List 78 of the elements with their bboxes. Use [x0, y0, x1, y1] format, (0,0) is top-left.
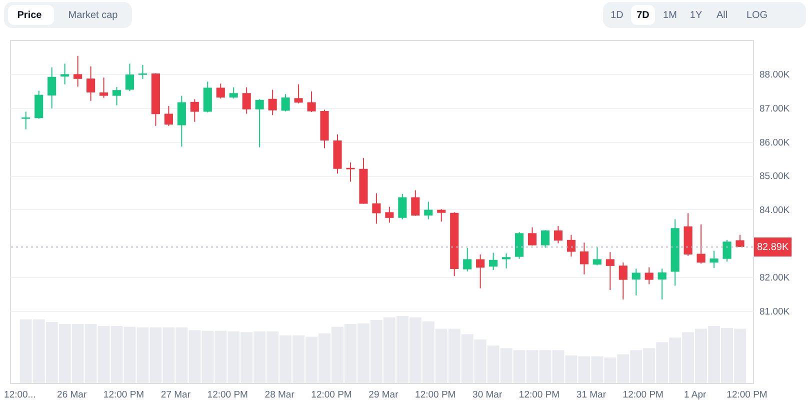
y-tick-label: 82.00K: [760, 272, 790, 284]
candlestick: [281, 94, 290, 112]
candlestick: [229, 86, 238, 100]
candlestick: [566, 234, 576, 257]
x-tick-label: 12:00 PM: [207, 390, 248, 400]
candlestick: [74, 55, 82, 88]
candlestick: [437, 208, 446, 222]
y-tick-label: 86.00K: [760, 137, 790, 148]
x-tick-label: 12:00 PM: [622, 390, 664, 400]
candlestick: [618, 262, 628, 300]
candlestick: [528, 226, 537, 246]
candlestick: [22, 111, 30, 130]
candlestick: [502, 252, 511, 269]
x-tick-label: 12:00...: [4, 390, 36, 400]
text: 7D: [636, 10, 650, 21]
candlestick: [99, 77, 108, 98]
candlestick: [34, 90, 44, 120]
candlestick: [48, 66, 56, 109]
y-tick-label: 88.00K: [760, 70, 790, 81]
y-tick-label: 85.00K: [760, 171, 790, 182]
text: LOG: [746, 10, 768, 21]
text: 1D: [610, 10, 624, 21]
x-tick-label: 12:00 PM: [518, 390, 560, 400]
text: Price: [17, 10, 42, 21]
x-tick-label: 28 Mar: [264, 390, 294, 400]
candlestick: [632, 268, 640, 296]
candlestick: [463, 248, 472, 272]
candlestick: [60, 63, 70, 85]
candlestick: [424, 201, 433, 220]
candlestick: [736, 234, 744, 248]
x-tick-label: 27 Mar: [160, 390, 190, 400]
x-tick-label: 12:00 PM: [415, 390, 456, 400]
candlestick: [385, 206, 394, 224]
candlestick: [125, 63, 134, 92]
candlestick: [644, 266, 654, 285]
candlestick: [476, 254, 485, 289]
y-tick-label: 81.00K: [760, 306, 790, 318]
x-tick-label: 12:00 PM: [726, 390, 768, 400]
candlestick: [411, 190, 420, 216]
x-tick-label: 12:00 PM: [103, 390, 144, 400]
x-tick-label: 31 Mar: [576, 390, 606, 400]
candlestick: [398, 193, 407, 220]
candlestick: [540, 230, 550, 248]
candlestick: [216, 83, 225, 100]
candlestick: [372, 192, 381, 224]
y-tick-label: 84.00K: [760, 204, 790, 216]
x-tick-label: 1 Apr: [684, 390, 706, 400]
candlestick: [580, 242, 588, 275]
text: Market cap: [68, 10, 118, 21]
candlestick: [606, 252, 614, 290]
candlestick: [592, 246, 602, 266]
y-tick-label: 87.00K: [760, 103, 790, 114]
candlestick: [722, 239, 732, 262]
ref-line-label: 82.89K: [756, 242, 789, 254]
candlestick: [164, 105, 173, 126]
text: All: [716, 10, 728, 21]
candlestick: [112, 86, 122, 106]
candlestick: [489, 252, 498, 271]
x-tick-label: 12:00 PM: [311, 390, 352, 400]
candlestick: [514, 232, 524, 260]
candlestick: [86, 66, 96, 102]
candlestick: [268, 89, 277, 116]
candlestick: [307, 90, 316, 113]
candlestick: [696, 224, 706, 264]
candlestick: [242, 86, 251, 114]
text: 1M: [663, 10, 677, 21]
text: 1Y: [690, 10, 702, 21]
candlestick: [177, 95, 186, 148]
x-tick-label: 29 Mar: [368, 390, 398, 400]
candlestick: [190, 98, 199, 122]
x-tick-label: 26 Mar: [57, 390, 87, 400]
candlestick: [255, 98, 264, 148]
x-tick-label: 30 Mar: [472, 390, 502, 400]
candlestick: [710, 250, 718, 268]
candlestick: [138, 64, 148, 80]
candlestick: [294, 84, 303, 104]
candlestick: [554, 226, 563, 244]
candlestick: [658, 268, 666, 300]
